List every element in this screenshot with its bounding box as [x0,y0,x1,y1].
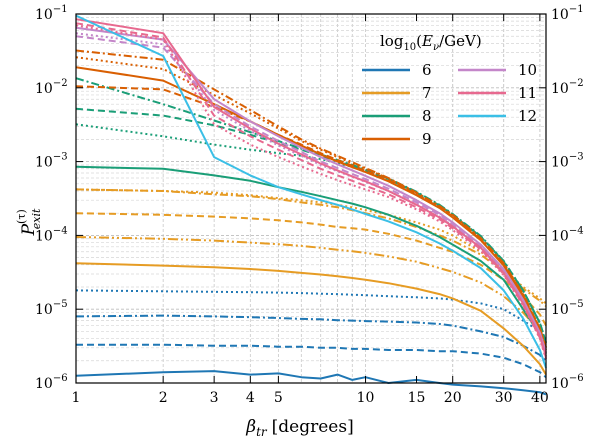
y-tick-label-right: 10−6 [551,373,584,392]
series-line-6-dashed [76,343,547,378]
legend-entry-9: 9 [362,130,432,148]
y-tick-label-left: 10−6 [35,373,68,392]
series-line-9-dashdot [75,49,547,349]
x-axis-title-unit: [degrees] [272,417,354,437]
x-tick-label: 40 [531,390,549,406]
legend-label: 12 [518,107,537,125]
x-tick-label: 30 [495,390,513,406]
series-line-7-solid [75,262,547,376]
x-axis-title-sub: tr [256,425,268,438]
series-lines [75,14,547,396]
y-tick-label-right: 10−5 [551,299,584,318]
legend-title-open: ( [416,32,422,50]
series-line-8-dashdot [75,77,547,344]
y-axis-title: P(τ) exit [15,208,43,236]
legend-title-fn-sub: 10 [403,42,416,53]
y-tick-label-left: 10−4 [35,225,68,244]
series-line-11-solid [75,18,547,357]
y-axis-title-sub: exit [30,208,43,229]
y-tick-label-right: 10−4 [551,225,584,244]
series-line-6-dashdot [75,314,547,362]
legend-entry-7: 7 [362,84,432,102]
x-tick-label: 1 [72,390,81,406]
x-axis-title-main: β [245,417,256,437]
x-tick-labels: 1 2 3 4 5 10 15 20 30 40 [72,390,549,406]
y-tick-label-right: 10−1 [551,4,584,23]
series-line-7-dashdot2 [75,236,547,344]
legend-label: 11 [518,84,537,102]
x-tick-label: 5 [274,390,283,406]
y-tick-label-left: 10−3 [35,152,68,171]
tick-marks [75,13,546,384]
legend-label: 8 [422,107,432,125]
y-tick-label-left: 10−5 [35,299,68,318]
legend-label: 6 [422,61,432,79]
series-line-8-dashed [75,107,547,344]
legend-entry-11: 11 [458,84,537,102]
y-tick-label-left: 10−2 [35,78,68,97]
x-tick-label: 15 [408,390,426,406]
y-tick-label-left: 10−1 [35,4,68,23]
legend-label: 10 [518,61,537,79]
y-tick-labels-right: 10−6 10−5 10−4 10−3 10−2 10−1 [551,4,584,392]
legend-entry-10: 10 [458,61,537,79]
y-axis-title-main: P [19,223,39,236]
series-line-12-solid [75,14,547,369]
series-line-7-dotted [75,188,547,305]
series-line-8-solid [75,165,547,354]
x-tick-label: 3 [210,390,219,406]
series-line-10-solid [75,26,547,353]
x-tick-label: 4 [246,390,255,406]
x-axis-title: βtr [degrees] [245,417,353,438]
legend-title-num-sub: ν [433,42,439,53]
series-line-7-dashed [75,212,547,327]
x-tick-label: 20 [444,390,462,406]
legend-entries: 6 7 8 9 10 11 12 [362,61,537,148]
legend-entry-6: 6 [362,61,432,79]
plot-frame [75,13,547,384]
legend-label: 7 [422,84,432,102]
x-tick-label: 10 [357,390,375,406]
x-tick-label: 2 [159,390,168,406]
series-line-11-dashed [75,22,547,358]
legend-entry-8: 8 [362,107,432,125]
legend-entry-12: 12 [458,107,537,125]
legend-title-div: /GeV) [439,32,482,50]
series-line-9-dotted [75,56,547,349]
legend-title-num: E [421,32,433,50]
y-tick-label-right: 10−3 [551,152,584,171]
legend-label: 9 [422,130,432,148]
legend-title-fn: log [380,32,404,50]
y-tick-label-right: 10−2 [551,78,584,97]
y-axis-title-sup: (τ) [15,209,28,224]
y-tick-labels-left: 10−6 10−5 10−4 10−3 10−2 10−1 [35,4,68,392]
legend-title: log10(Eν/GeV) [380,32,482,53]
